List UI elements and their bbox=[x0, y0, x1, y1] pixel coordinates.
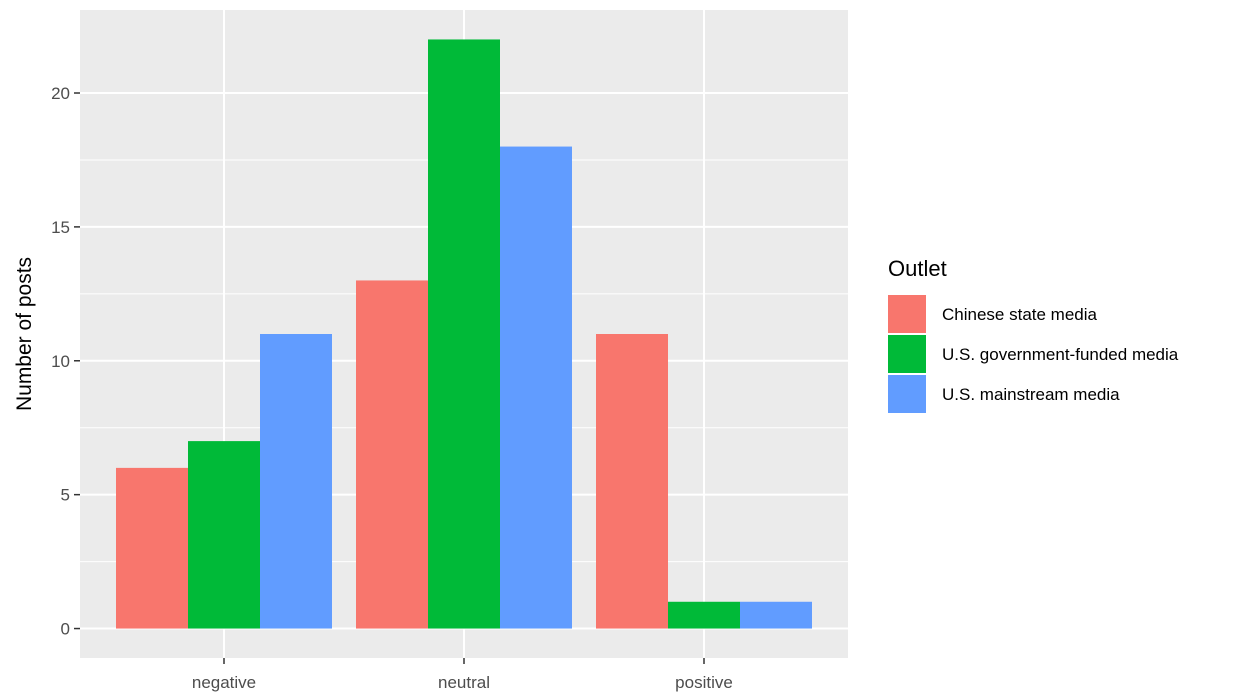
x-axis: negative neutral positive bbox=[192, 658, 733, 692]
bar bbox=[428, 39, 500, 629]
x-tick-label: neutral bbox=[438, 673, 490, 692]
legend-key-swatch bbox=[888, 375, 926, 413]
y-axis: 0 5 10 15 20 bbox=[51, 84, 80, 639]
bar bbox=[188, 441, 260, 629]
legend-label: Chinese state media bbox=[942, 305, 1098, 324]
legend-title: Outlet bbox=[888, 256, 947, 281]
bar bbox=[596, 334, 668, 629]
y-axis-title: Number of posts bbox=[13, 257, 36, 411]
bar bbox=[356, 280, 428, 629]
bar bbox=[116, 467, 188, 629]
legend-label: U.S. mainstream media bbox=[942, 385, 1120, 404]
bar bbox=[668, 601, 740, 629]
bars bbox=[116, 39, 812, 629]
y-tick-label: 0 bbox=[61, 620, 70, 639]
y-tick-label: 5 bbox=[61, 486, 70, 505]
bar bbox=[260, 334, 332, 629]
bar bbox=[740, 601, 812, 629]
x-tick-label: positive bbox=[675, 673, 733, 692]
y-tick-label: 15 bbox=[51, 218, 70, 237]
legend-key-swatch bbox=[888, 295, 926, 333]
bar bbox=[500, 146, 572, 629]
legend-label: U.S. government-funded media bbox=[942, 345, 1179, 364]
x-tick-label: negative bbox=[192, 673, 256, 692]
legend-key-swatch bbox=[888, 335, 926, 373]
legend: Outlet Chinese state media U.S. governmen… bbox=[888, 256, 1179, 413]
y-tick-label: 20 bbox=[51, 84, 70, 103]
y-tick-label: 10 bbox=[51, 352, 70, 371]
